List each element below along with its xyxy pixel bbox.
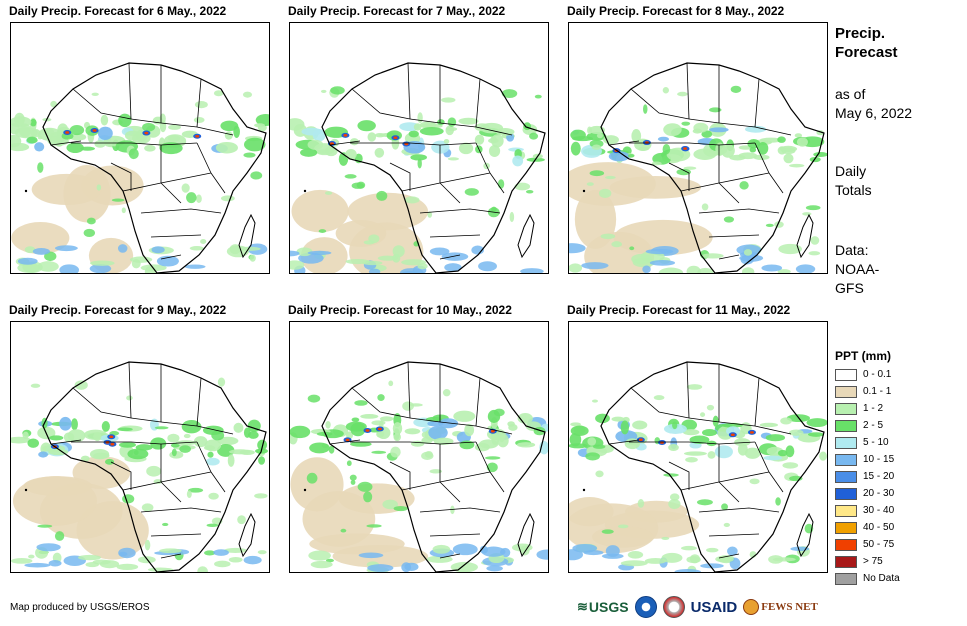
- africa-map-graphic: [569, 361, 827, 572]
- fewsnet-logo: FEWS NET: [743, 599, 818, 615]
- legend-label: 10 - 15: [863, 454, 895, 465]
- usgs-logo: ≋ USGS: [577, 599, 629, 615]
- legend-label: 50 - 75: [863, 539, 895, 550]
- data-line-2: NOAA-: [835, 261, 880, 277]
- legend-item: > 75: [835, 553, 900, 570]
- panel-title: Daily Precip. Forecast for 8 May., 2022: [567, 4, 785, 18]
- panel-title: Daily Precip. Forecast for 11 May., 2022: [567, 303, 791, 317]
- legend-swatch: [835, 555, 857, 568]
- panel-title: Daily Precip. Forecast for 7 May., 2022: [288, 4, 506, 18]
- legend-swatch: [835, 538, 857, 551]
- africa-map-graphic: [11, 361, 268, 572]
- legend-swatch: [835, 487, 857, 500]
- panel-title: Daily Precip. Forecast for 6 May., 2022: [9, 4, 227, 18]
- legend-rows: 0 - 0.1 0.1 - 1 1 - 2 2 - 5 5 - 10 10 - 15 15 …: [835, 366, 900, 587]
- legend-item: 0 - 0.1: [835, 366, 900, 383]
- ppt-legend: PPT (mm) 0 - 0.1 0.1 - 1 1 - 2 2 - 5 5 - 10 1…: [835, 349, 900, 587]
- asof-line-1: as of: [835, 86, 866, 102]
- legend-swatch: [835, 402, 857, 415]
- precip-map: [289, 22, 549, 274]
- legend-label: 20 - 30: [863, 488, 895, 499]
- precip-map: [568, 321, 828, 573]
- fewsnet-globe-icon: [743, 599, 760, 615]
- legend-swatch: [835, 419, 857, 432]
- legend-label: 0.1 - 1: [863, 386, 892, 397]
- forecast-panel-11-may: Daily Precip. Forecast for 11 May., 2022: [567, 303, 828, 573]
- precip-map: [10, 321, 270, 573]
- forecast-panel-9-may: Daily Precip. Forecast for 9 May., 2022: [9, 303, 270, 573]
- forecast-panel-8-may: Daily Precip. Forecast for 8 May., 2022: [567, 4, 828, 274]
- precip-map: [10, 22, 270, 274]
- precip-map: [568, 22, 828, 274]
- legend-item: 5 - 10: [835, 434, 900, 451]
- legend-label: 0 - 0.1: [863, 369, 892, 380]
- legend-swatch: [835, 453, 857, 466]
- legend-label: 30 - 40: [863, 505, 895, 516]
- africa-map-graphic: [290, 361, 548, 572]
- asof-line-2: May 6, 2022: [835, 105, 913, 121]
- side-info-asof: as of May 6, 2022: [835, 85, 912, 123]
- legend-item: No Data: [835, 570, 900, 587]
- legend-label: 2 - 5: [863, 420, 884, 431]
- legend-item: 40 - 50: [835, 519, 900, 536]
- agency-logos: ≋ USGS USAID FEWS NET: [577, 596, 818, 618]
- usaid-seal-icon: [662, 596, 685, 618]
- legend-label: 40 - 50: [863, 522, 895, 533]
- legend-item: 50 - 75: [835, 536, 900, 553]
- legend-swatch: [835, 504, 857, 517]
- legend-label: 15 - 20: [863, 471, 895, 482]
- data-line-3: GFS: [835, 280, 864, 296]
- noaa-seal-icon: [634, 596, 657, 618]
- legend-item: 20 - 30: [835, 485, 900, 502]
- precip-map: [289, 321, 549, 573]
- daily-line-1: Daily: [835, 163, 867, 179]
- heading-line-1: Precip.: [835, 25, 886, 42]
- legend-swatch: [835, 368, 857, 381]
- side-info-daily: Daily Totals: [835, 162, 872, 200]
- usaid-logo: USAID: [691, 599, 738, 616]
- heading-line-2: Forecast: [835, 44, 898, 61]
- forecast-panel-7-may: Daily Precip. Forecast for 7 May., 2022: [288, 4, 549, 274]
- africa-map-graphic: [569, 62, 827, 273]
- legend-swatch: [835, 436, 857, 449]
- side-info-data: Data: NOAA- GFS: [835, 241, 879, 298]
- legend-label: 1 - 2: [863, 403, 884, 414]
- legend-label: 5 - 10: [863, 437, 889, 448]
- legend-item: 1 - 2: [835, 400, 900, 417]
- legend-item: 0.1 - 1: [835, 383, 900, 400]
- legend-item: 2 - 5: [835, 417, 900, 434]
- legend-item: 10 - 15: [835, 451, 900, 468]
- usaid-logo-text: USAID: [690, 598, 738, 616]
- legend-swatch: [835, 385, 857, 398]
- usgs-logo-text: USGS: [588, 599, 629, 615]
- legend-swatch: [835, 521, 857, 534]
- usgs-wave-icon: ≋: [577, 599, 588, 614]
- fewsnet-logo-text: FEWS NET: [761, 601, 818, 613]
- data-line-1: Data:: [835, 242, 869, 258]
- forecast-panel-6-may: Daily Precip. Forecast for 6 May., 2022: [9, 4, 270, 274]
- credit-text: Map produced by USGS/EROS: [10, 602, 150, 613]
- legend-label: > 75: [863, 556, 883, 567]
- legend-item: 30 - 40: [835, 502, 900, 519]
- side-info-heading: Precip. Forecast: [835, 24, 898, 62]
- legend-label: No Data: [863, 573, 900, 584]
- africa-map-graphic: [290, 62, 546, 273]
- legend-swatch: [835, 572, 857, 585]
- forecast-panel-10-may: Daily Precip. Forecast for 10 May., 2022: [288, 303, 549, 573]
- legend-title: PPT (mm): [835, 349, 892, 363]
- africa-map-graphic: [11, 62, 269, 273]
- panel-title: Daily Precip. Forecast for 9 May., 2022: [9, 303, 227, 317]
- legend-item: 15 - 20: [835, 468, 900, 485]
- panel-title: Daily Precip. Forecast for 10 May., 2022: [288, 303, 512, 317]
- legend-swatch: [835, 470, 857, 483]
- daily-line-2: Totals: [835, 182, 872, 198]
